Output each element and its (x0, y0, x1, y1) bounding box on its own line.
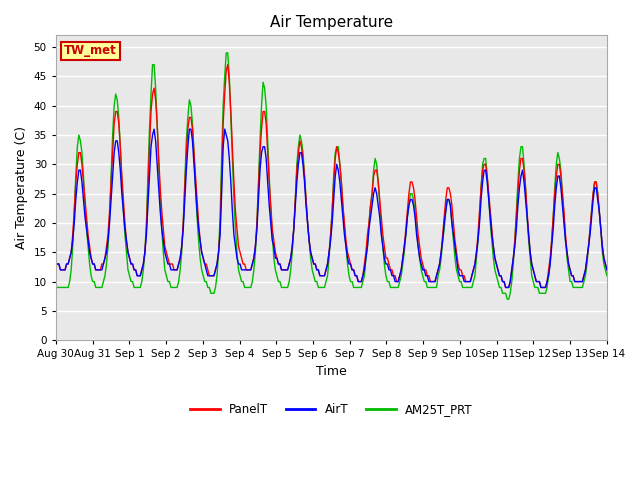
AirT (575, 279, 583, 285)
X-axis label: Time: Time (316, 365, 347, 378)
PanelT (52, 261, 60, 267)
PanelT (245, 267, 253, 273)
AM25T_PRT (236, 273, 244, 278)
PanelT (294, 150, 302, 156)
AM25T_PRT (603, 273, 611, 278)
PanelT (216, 226, 224, 232)
AirT (502, 285, 509, 290)
AirT (236, 261, 244, 267)
PanelT (224, 62, 232, 68)
Line: PanelT: PanelT (56, 65, 607, 288)
AM25T_PRT (575, 285, 583, 290)
PanelT (236, 250, 244, 255)
AirT (52, 261, 60, 267)
AM25T_PRT (120, 208, 127, 214)
PanelT (502, 285, 509, 290)
Text: TW_met: TW_met (64, 45, 117, 58)
AirT (150, 126, 158, 132)
Legend: PanelT, AirT, AM25T_PRT: PanelT, AirT, AM25T_PRT (186, 398, 477, 420)
AM25T_PRT (216, 214, 224, 220)
PanelT (603, 267, 611, 273)
Line: AM25T_PRT: AM25T_PRT (56, 53, 607, 299)
AirT (218, 191, 225, 196)
AirT (294, 161, 302, 167)
AirT (603, 267, 611, 273)
PanelT (575, 279, 583, 285)
AirT (120, 208, 127, 214)
AirT (245, 267, 253, 273)
AM25T_PRT (294, 144, 302, 150)
PanelT (120, 197, 127, 203)
Y-axis label: Air Temperature (C): Air Temperature (C) (15, 126, 28, 249)
Title: Air Temperature: Air Temperature (270, 15, 393, 30)
AM25T_PRT (245, 285, 253, 290)
AM25T_PRT (503, 296, 511, 302)
AM25T_PRT (52, 285, 60, 290)
AM25T_PRT (222, 50, 230, 56)
Line: AirT: AirT (56, 129, 607, 288)
